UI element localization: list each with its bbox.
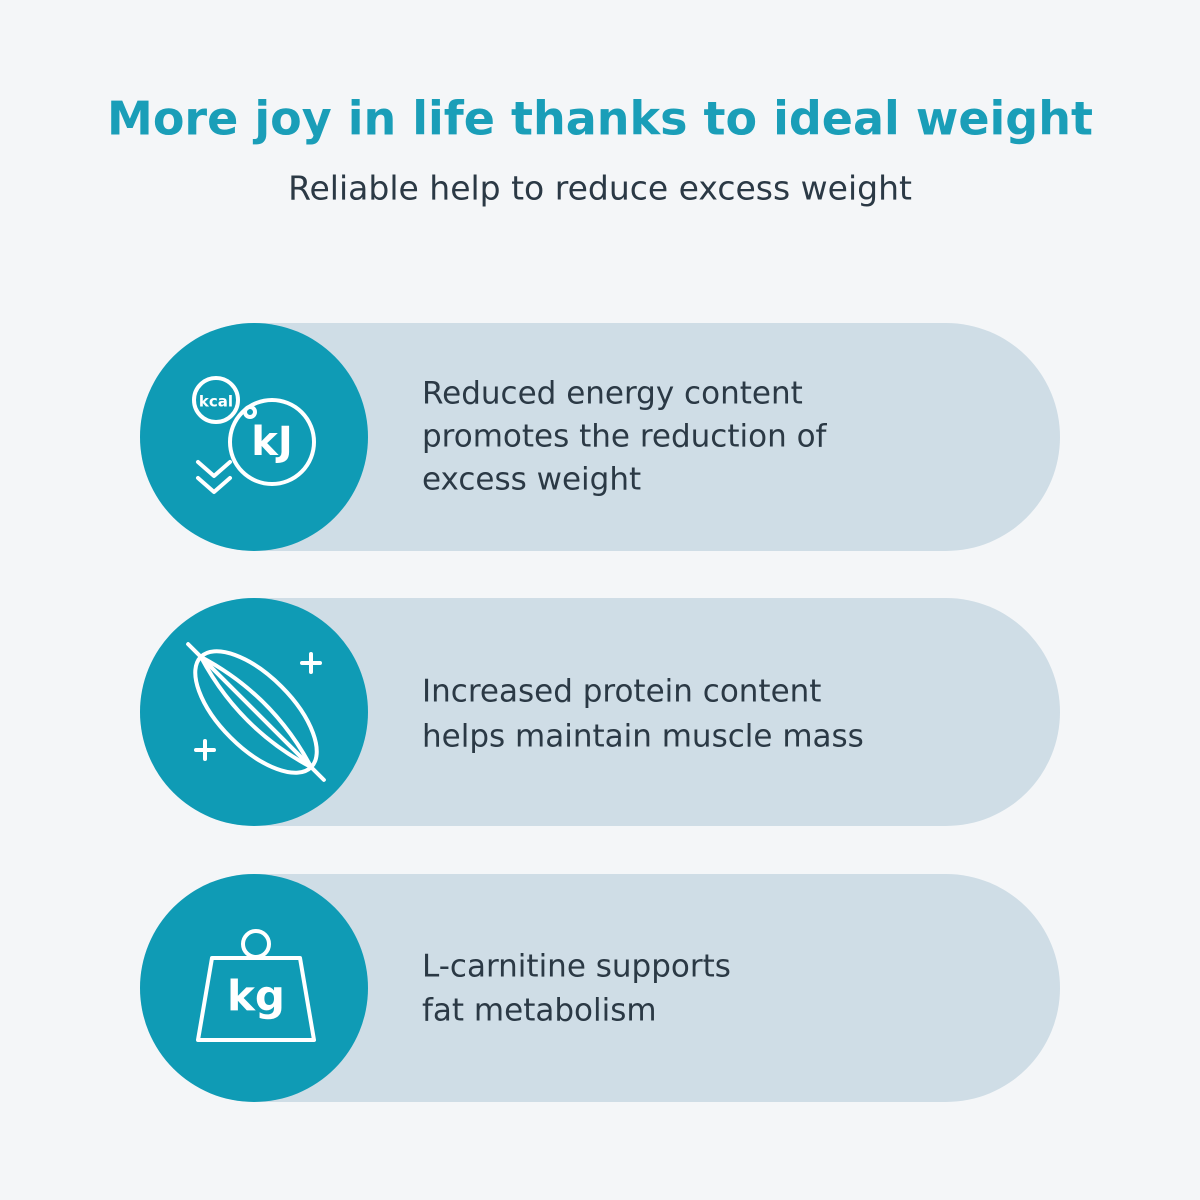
icon-label: kJ [251, 419, 292, 465]
feature-card: kcal kJ Reduced energy content promotes … [140, 323, 1060, 551]
subtitle: Reliable help to reduce excess weight [288, 169, 912, 208]
feature-text: Increased protein content [422, 674, 821, 710]
muscle-icon [186, 642, 326, 782]
feature-card: Increased protein content helps maintain… [140, 598, 1060, 826]
feature-text: Reduced energy content [422, 376, 803, 412]
feature-text: fat metabolism [422, 993, 657, 1029]
energy-icon: kcal kJ [192, 376, 316, 494]
icon-label: kg [227, 972, 285, 1021]
icon-circle [140, 874, 368, 1102]
icon-circle [140, 323, 368, 551]
feature-text: promotes the reduction of [422, 419, 828, 455]
pill [140, 323, 1060, 551]
title: More joy in life thanks to ideal weight [107, 92, 1093, 146]
feature-text: excess weight [422, 462, 641, 498]
pill [140, 874, 1060, 1102]
pill [140, 598, 1060, 826]
icon-label: kcal [199, 393, 233, 411]
feature-text: helps maintain muscle mass [422, 719, 864, 755]
feature-card: kg L-carnitine supports fat metabolism [140, 874, 1060, 1102]
feature-text: L-carnitine supports [422, 949, 731, 985]
weight-icon: kg [196, 929, 316, 1042]
